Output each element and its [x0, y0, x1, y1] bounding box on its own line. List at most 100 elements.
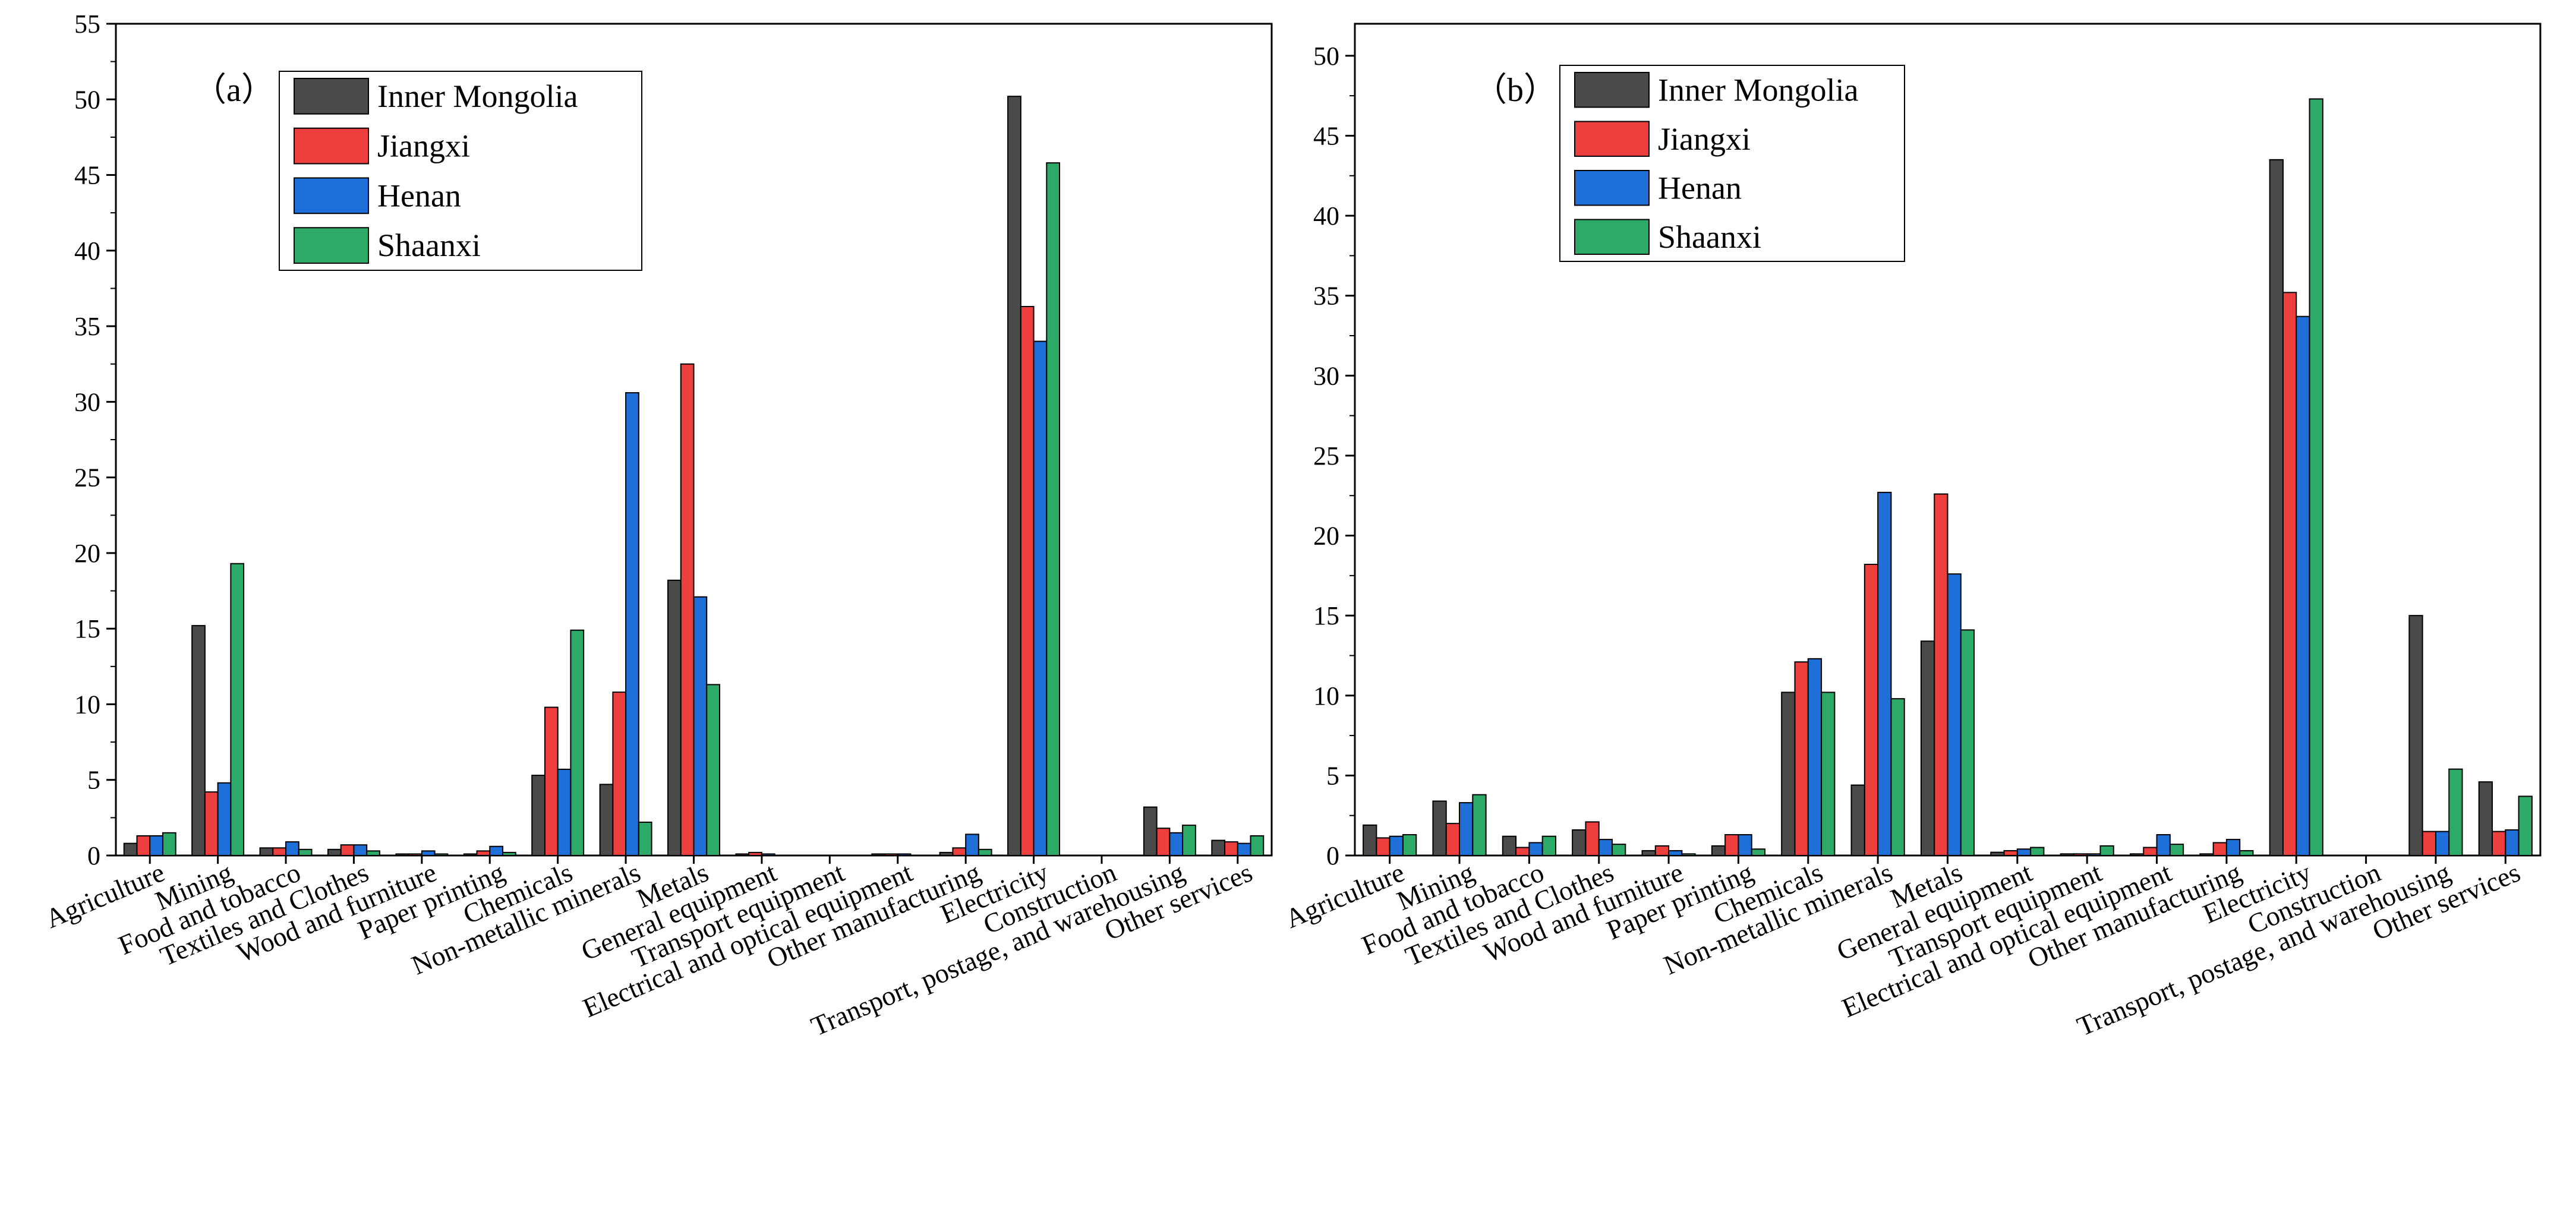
bar-henan: [1738, 834, 1752, 856]
bar-henan: [1528, 842, 1543, 857]
bar-jiangxi: [136, 835, 151, 856]
bar-inner-mongolia: [123, 842, 138, 856]
bar-shaanxi: [162, 832, 176, 857]
bar-inner-mongolia: [2269, 159, 2284, 856]
bar-inner-mongolia: [327, 848, 342, 857]
bar-shaanxi: [1541, 835, 1556, 856]
bar-henan: [693, 596, 708, 857]
legend-entry-label: Shaanxi: [377, 228, 481, 263]
bar-jiangxi: [204, 791, 219, 857]
bar-shaanxi: [2239, 850, 2254, 857]
y-tick-label: 10: [74, 690, 100, 719]
bar-shaanxi: [1821, 692, 1836, 857]
legend-swatch: [1574, 170, 1650, 206]
legend: Inner Mongolia Jiangxi Henan Shaanxi: [1559, 65, 1905, 262]
bar-jiangxi: [340, 844, 355, 856]
panel-label: （b）: [1474, 72, 1557, 109]
bar-jiangxi: [1724, 834, 1739, 856]
bar-shaanxi: [298, 848, 313, 857]
legend-entry-label: Henan: [377, 178, 461, 213]
legend-entry-label: Henan: [1658, 170, 1742, 206]
bar-shaanxi: [1182, 825, 1196, 857]
y-tick-label: 45: [1313, 121, 1339, 150]
bar-inner-mongolia: [2129, 853, 2145, 857]
bar-shaanxi: [570, 629, 585, 857]
bar-shaanxi: [1681, 853, 1696, 857]
bar-jiangxi: [408, 853, 422, 857]
bar-henan: [489, 845, 504, 857]
bar-henan: [217, 782, 232, 857]
y-tick-label: 5: [87, 766, 100, 795]
bar-jiangxi: [1515, 847, 1530, 856]
bar-jiangxi: [884, 853, 898, 857]
legend-entry-label: Jiangxi: [377, 128, 470, 164]
bar-shaanxi: [1046, 162, 1061, 857]
bar-inner-mongolia: [599, 784, 614, 857]
y-tick-label: 20: [1313, 522, 1339, 551]
bar-jiangxi: [476, 850, 491, 857]
chart-panel-b: 05101520253035404550AgricultureMiningFoo…: [1281, 23, 2542, 1042]
y-tick-label: 10: [1313, 681, 1339, 711]
bar-jiangxi: [1585, 821, 1600, 857]
bar-henan: [965, 834, 979, 857]
y-tick-label: 15: [74, 614, 100, 643]
bar-jiangxi: [2282, 292, 2297, 856]
y-tick-label: 5: [1326, 761, 1339, 790]
y-tick-label: 25: [1313, 441, 1339, 471]
bar-henan: [1169, 832, 1184, 857]
bar-henan: [2156, 834, 2171, 856]
bar-henan: [1389, 835, 1404, 856]
bar-jiangxi: [1794, 661, 1809, 856]
bar-inner-mongolia: [667, 579, 682, 857]
bar-jiangxi: [2492, 831, 2506, 856]
bar-shaanxi: [638, 822, 652, 856]
bar-jiangxi: [1020, 306, 1035, 856]
bar-jiangxi: [1224, 841, 1238, 857]
bar-inner-mongolia: [191, 625, 206, 857]
bar-jiangxi: [1156, 828, 1171, 856]
bar-henan: [2225, 839, 2241, 856]
bar-inner-mongolia: [871, 853, 885, 857]
bar-shaanxi: [978, 848, 992, 857]
bar-henan: [1668, 850, 1683, 857]
bar-shaanxi: [1250, 835, 1265, 856]
bar-shaanxi: [434, 853, 449, 857]
bar-shaanxi: [1402, 834, 1417, 856]
bar-shaanxi: [502, 851, 516, 856]
legend-swatch: [1574, 72, 1650, 108]
y-tick-label: 25: [74, 463, 100, 492]
bar-inner-mongolia: [259, 847, 274, 856]
legend-swatch: [1574, 219, 1650, 255]
bar-jiangxi: [2143, 847, 2158, 856]
y-tick-label: 20: [74, 539, 100, 568]
bar-jiangxi: [952, 847, 967, 856]
legend-swatch: [294, 177, 369, 214]
bar-shaanxi: [2099, 845, 2114, 857]
bar-henan: [2086, 853, 2101, 857]
bar-jiangxi: [1864, 564, 1879, 856]
y-tick-label: 50: [74, 85, 100, 114]
bar-henan: [1877, 491, 1892, 856]
bar-shaanxi: [2169, 844, 2184, 856]
bar-inner-mongolia: [1211, 839, 1226, 856]
y-tick-label: 35: [1313, 282, 1339, 311]
bar-henan: [2505, 829, 2520, 857]
legend-swatch: [294, 127, 369, 165]
bar-shaanxi: [2448, 768, 2463, 856]
bar-jiangxi: [544, 706, 559, 856]
legend-swatch: [294, 227, 369, 264]
bar-inner-mongolia: [1572, 829, 1587, 857]
bar-henan: [897, 853, 912, 857]
bar-inner-mongolia: [1920, 640, 1935, 856]
bar-henan: [2016, 848, 2032, 856]
y-tick-label: 30: [74, 387, 100, 416]
y-tick-label: 55: [74, 10, 100, 39]
bar-henan: [149, 835, 163, 856]
bar-henan: [761, 853, 775, 857]
bar-inner-mongolia: [2060, 853, 2074, 857]
bar-jiangxi: [2421, 831, 2436, 856]
bar-inner-mongolia: [939, 851, 954, 856]
bar-shaanxi: [2309, 98, 2323, 857]
bar-jiangxi: [1934, 493, 1948, 856]
